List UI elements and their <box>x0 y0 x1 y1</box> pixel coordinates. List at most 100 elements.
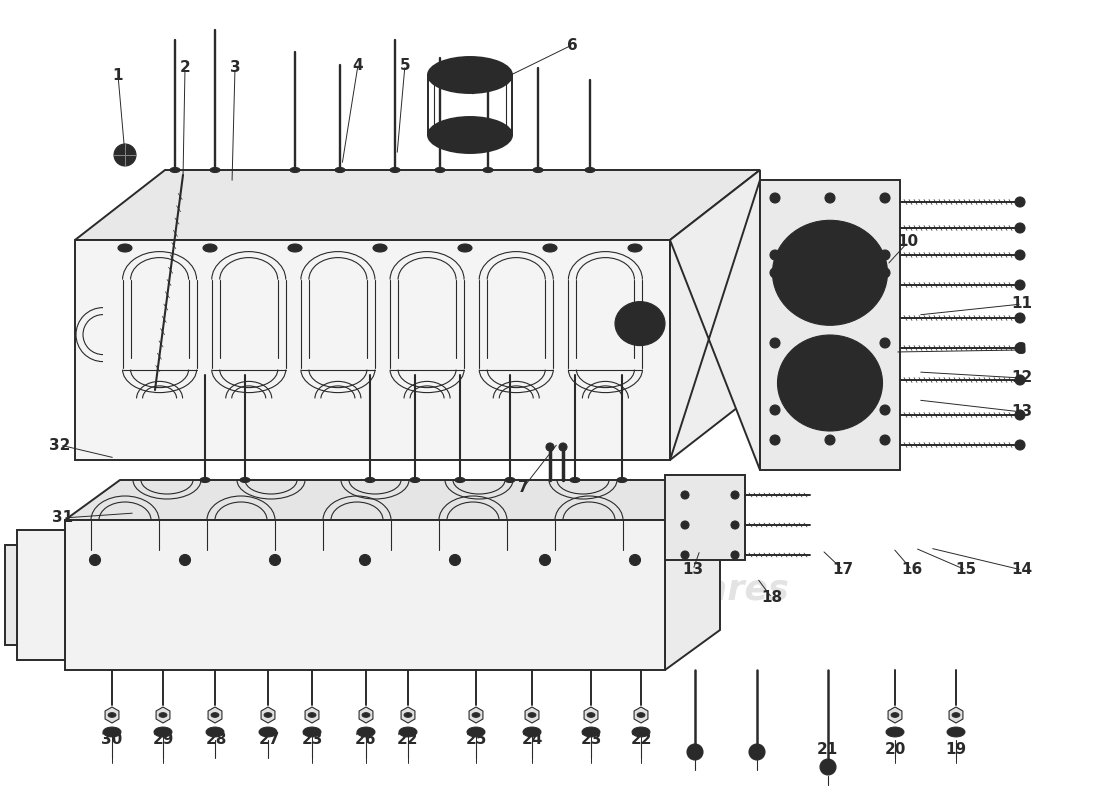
Ellipse shape <box>770 250 780 260</box>
Text: 16: 16 <box>901 562 923 578</box>
Ellipse shape <box>307 730 317 734</box>
Ellipse shape <box>880 250 890 260</box>
Ellipse shape <box>691 747 700 757</box>
Polygon shape <box>156 707 169 723</box>
Ellipse shape <box>732 491 739 499</box>
Ellipse shape <box>770 435 780 445</box>
Text: 31: 31 <box>53 510 74 526</box>
Ellipse shape <box>1015 223 1025 233</box>
Ellipse shape <box>258 727 277 737</box>
Polygon shape <box>65 480 721 520</box>
Ellipse shape <box>752 747 761 757</box>
Text: 14: 14 <box>1011 562 1033 578</box>
Ellipse shape <box>390 167 400 173</box>
Text: 13: 13 <box>1011 405 1033 419</box>
Ellipse shape <box>880 268 890 278</box>
Ellipse shape <box>264 713 272 718</box>
Ellipse shape <box>428 57 512 93</box>
Polygon shape <box>106 707 119 723</box>
Polygon shape <box>6 545 16 645</box>
Text: eurospares: eurospares <box>560 218 780 252</box>
Polygon shape <box>208 707 222 723</box>
Ellipse shape <box>534 167 543 173</box>
Polygon shape <box>666 475 745 560</box>
Ellipse shape <box>362 713 370 718</box>
Text: 24: 24 <box>521 733 542 747</box>
Ellipse shape <box>434 167 446 173</box>
Text: 8: 8 <box>817 253 828 267</box>
Polygon shape <box>75 240 670 460</box>
Text: 28: 28 <box>206 733 227 747</box>
Ellipse shape <box>263 730 273 734</box>
Ellipse shape <box>585 167 595 173</box>
Ellipse shape <box>107 730 117 734</box>
Ellipse shape <box>772 220 888 326</box>
Ellipse shape <box>952 713 960 718</box>
Ellipse shape <box>952 730 961 734</box>
Ellipse shape <box>290 167 300 173</box>
Text: 30: 30 <box>101 733 122 747</box>
Ellipse shape <box>543 244 557 252</box>
Ellipse shape <box>891 713 899 718</box>
Polygon shape <box>16 530 65 660</box>
Ellipse shape <box>403 730 412 734</box>
Ellipse shape <box>688 744 703 760</box>
Polygon shape <box>75 170 760 240</box>
Text: 1: 1 <box>112 67 123 82</box>
Ellipse shape <box>114 144 136 166</box>
Ellipse shape <box>820 759 836 775</box>
Text: eurospares: eurospares <box>570 573 790 607</box>
Ellipse shape <box>632 727 650 737</box>
Text: 17: 17 <box>833 562 854 578</box>
Ellipse shape <box>108 713 115 718</box>
Text: 32: 32 <box>50 438 70 453</box>
Ellipse shape <box>617 478 627 482</box>
Ellipse shape <box>546 443 554 451</box>
Ellipse shape <box>559 443 566 451</box>
Ellipse shape <box>587 713 595 718</box>
Ellipse shape <box>880 338 890 348</box>
Polygon shape <box>65 520 666 670</box>
Ellipse shape <box>528 713 536 718</box>
Ellipse shape <box>483 167 493 173</box>
Ellipse shape <box>1015 375 1025 385</box>
Text: 5: 5 <box>399 58 410 73</box>
Polygon shape <box>888 707 902 723</box>
Polygon shape <box>670 170 760 460</box>
Ellipse shape <box>210 167 220 173</box>
Polygon shape <box>469 707 483 723</box>
Ellipse shape <box>681 551 689 559</box>
Ellipse shape <box>434 121 506 149</box>
Ellipse shape <box>458 244 472 252</box>
Text: 21: 21 <box>816 742 837 758</box>
Ellipse shape <box>358 727 375 737</box>
Text: 19: 19 <box>945 742 967 758</box>
Text: eurospares: eurospares <box>100 573 320 607</box>
Ellipse shape <box>539 554 550 566</box>
Ellipse shape <box>778 335 882 431</box>
Text: 25: 25 <box>465 733 486 747</box>
Ellipse shape <box>732 521 739 529</box>
Ellipse shape <box>468 727 485 737</box>
Ellipse shape <box>404 713 412 718</box>
Ellipse shape <box>434 61 506 89</box>
Polygon shape <box>670 180 760 470</box>
Polygon shape <box>634 707 648 723</box>
Ellipse shape <box>410 478 420 482</box>
Ellipse shape <box>360 554 371 566</box>
Text: 26: 26 <box>355 733 376 747</box>
Text: 29: 29 <box>152 733 174 747</box>
Text: eurospares: eurospares <box>100 228 320 262</box>
Text: 4: 4 <box>353 58 363 73</box>
Ellipse shape <box>450 554 461 566</box>
Ellipse shape <box>270 554 280 566</box>
Ellipse shape <box>527 730 537 734</box>
Text: 6: 6 <box>566 38 578 53</box>
Polygon shape <box>525 707 539 723</box>
Ellipse shape <box>200 478 210 482</box>
Text: 13: 13 <box>682 562 704 578</box>
Text: 23: 23 <box>301 733 322 747</box>
Polygon shape <box>760 180 900 470</box>
Ellipse shape <box>288 244 302 252</box>
Ellipse shape <box>681 521 689 529</box>
